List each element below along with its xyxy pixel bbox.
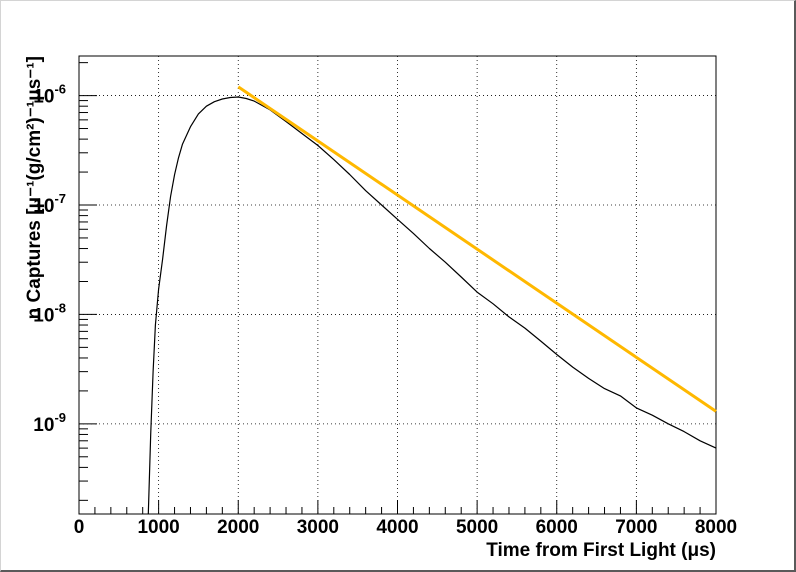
x-axis-title: Time from First Light (μs) <box>486 540 716 561</box>
x-tick-label: 7000 <box>615 517 657 538</box>
y-tick-label: 10-6 <box>33 82 66 108</box>
y-tick-label: 10-8 <box>33 300 66 326</box>
series-group <box>147 85 717 515</box>
data-histogram-line <box>147 96 717 515</box>
axis-ticks <box>78 62 717 514</box>
x-tick-label: 5000 <box>456 517 498 538</box>
x-tick-label: 3000 <box>297 517 339 538</box>
y-tick-label: 10-7 <box>33 191 66 217</box>
x-tick-label: 8000 <box>695 517 737 538</box>
y-axis-title: n Captures [μ⁻¹(g/cm²)⁻¹μs⁻¹] <box>24 56 45 319</box>
x-tick-label: 0 <box>74 517 85 538</box>
y-tick-label: 10-9 <box>33 410 66 436</box>
exponential-fit-line <box>237 85 717 413</box>
x-tick-label: 6000 <box>536 517 578 538</box>
x-tick-label: 2000 <box>217 517 259 538</box>
x-tick-label: 1000 <box>137 517 179 538</box>
x-tick-labels: 0 1000 2000 3000 4000 5000 6000 7000 8000 <box>74 517 737 538</box>
x-tick-label: 4000 <box>376 517 418 538</box>
grid <box>79 56 716 514</box>
y-tick-labels: 10-9 10-8 10-7 10-6 <box>33 82 66 436</box>
